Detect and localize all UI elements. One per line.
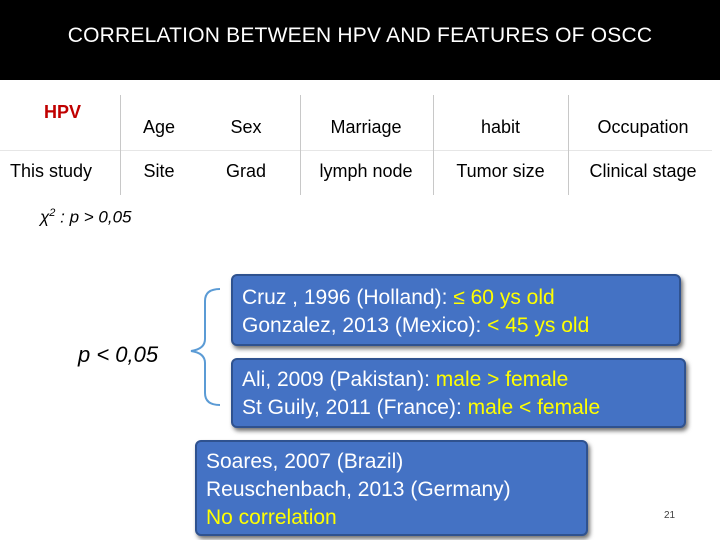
chi-symbol: χ [40,207,50,227]
table-cell-habit: habit [480,117,521,137]
table-cell-sex: Sex [230,117,262,137]
table-cell-this-study: This study [10,161,93,181]
age-citation-line-1: Cruz , 1996 (Holland): ≤ 60 ys old [242,284,679,312]
table-column-divider [568,95,569,195]
citation-highlight: ≤ 60 ys old [453,286,555,309]
page-number: 21 [664,510,676,521]
title-bar: CORRELATION BETWEEN HPV AND FEATURES OF … [0,0,720,80]
table-cell-site: Site [143,161,175,181]
table-row-divider [0,150,712,151]
table-column-divider [120,95,121,195]
hpv-header: HPV [44,102,82,122]
no-correlation-line-2: Reuschenbach, 2013 (Germany) [206,478,511,501]
slide-title: CORRELATION BETWEEN HPV AND FEATURES OF … [67,24,653,47]
citation-text: Gonzalez, 2013 (Mexico): [242,314,488,337]
sex-citation-line-1: Ali, 2009 (Pakistan): male > female [242,366,684,394]
table-cell-clinical-stage: Clinical stage [589,161,697,181]
chi-superscript: 2 [49,207,56,219]
age-citation-box: Cruz , 1996 (Holland): ≤ 60 ys old Gonza… [231,274,681,346]
left-brace-icon [190,288,221,406]
citation-highlight: < 45 ys old [487,314,590,337]
age-citation-line-2: Gonzalez, 2013 (Mexico): < 45 ys old [242,312,679,340]
table-cell-tumor-size: Tumor size [456,161,545,181]
no-correlation-line-1: Soares, 2007 (Brazil) [206,450,404,473]
sex-citation-box: Ali, 2009 (Pakistan): male > female St G… [231,358,686,428]
p-value-label: p < 0,05 [78,342,159,367]
table-column-divider [433,95,434,195]
table-cell-grad: Grad [225,161,267,181]
table-cell-marriage: Marriage [330,117,402,137]
table-cell-lymph-node: lymph node [319,161,413,181]
citation-text: St Guily, 2011 (France): [242,396,468,419]
no-correlation-box: Soares, 2007 (Brazil) Reuschenbach, 2013… [195,440,588,536]
citation-highlight: male > female [435,368,569,391]
table-cell-age: Age [142,117,176,137]
table-cell-occupation: Occupation [597,117,689,137]
chi-text: : p > 0,05 [55,207,132,227]
citation-text: Ali, 2009 (Pakistan): [242,368,436,391]
no-correlation-line-3: No correlation [206,506,337,529]
citation-text: Cruz , 1996 (Holland): [242,286,454,309]
sex-citation-line-2: St Guily, 2011 (France): male < female [242,394,684,422]
chi-square-result: χ2 : p > 0,05 [40,207,132,228]
citation-highlight: male < female [467,396,601,419]
table-column-divider [300,95,301,195]
